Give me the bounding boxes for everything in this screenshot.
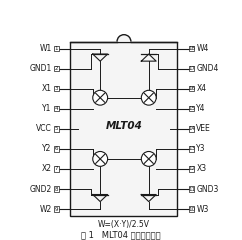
Bar <box>54 106 59 111</box>
Text: 7: 7 <box>54 167 58 171</box>
Bar <box>189 166 194 172</box>
Bar <box>54 206 59 212</box>
Bar <box>54 166 59 172</box>
Text: W1: W1 <box>39 44 52 53</box>
Text: W3: W3 <box>196 204 209 214</box>
Text: 16: 16 <box>188 86 195 91</box>
Bar <box>189 86 194 91</box>
Text: W2: W2 <box>39 204 52 214</box>
Bar <box>189 146 194 152</box>
Bar <box>54 186 59 192</box>
Text: GND4: GND4 <box>196 64 219 73</box>
Text: W4: W4 <box>196 44 209 53</box>
Text: 18: 18 <box>188 46 195 51</box>
Text: 5: 5 <box>54 126 58 131</box>
Text: GND1: GND1 <box>29 64 52 73</box>
Bar <box>54 146 59 152</box>
Text: 11: 11 <box>188 186 195 192</box>
Bar <box>189 66 194 71</box>
Text: 12: 12 <box>188 167 195 171</box>
Bar <box>189 126 194 132</box>
Text: GND3: GND3 <box>196 185 219 193</box>
Text: X2: X2 <box>42 164 52 174</box>
Bar <box>189 206 194 212</box>
Text: 1: 1 <box>54 46 58 51</box>
Text: 9: 9 <box>54 207 58 212</box>
Text: 2: 2 <box>54 66 58 71</box>
Text: X1: X1 <box>42 84 52 93</box>
Text: Y4: Y4 <box>196 104 206 113</box>
Text: 3: 3 <box>54 86 58 91</box>
Bar <box>54 46 59 51</box>
Text: GND2: GND2 <box>29 185 52 193</box>
Bar <box>54 126 59 132</box>
Bar <box>54 86 59 91</box>
Text: 4: 4 <box>54 106 58 111</box>
Circle shape <box>93 151 108 166</box>
Bar <box>189 106 194 111</box>
Circle shape <box>141 151 156 166</box>
Text: VCC: VCC <box>36 124 52 133</box>
Bar <box>54 66 59 71</box>
Text: 8: 8 <box>54 186 58 192</box>
Bar <box>189 46 194 51</box>
Text: W=(X·Y)/2.5V: W=(X·Y)/2.5V <box>98 220 150 229</box>
Bar <box>70 42 177 216</box>
Bar <box>189 186 194 192</box>
Text: 6: 6 <box>54 146 58 151</box>
Text: 10: 10 <box>188 207 195 212</box>
Text: VEE: VEE <box>196 124 211 133</box>
Text: MLT04: MLT04 <box>106 121 142 131</box>
Wedge shape <box>117 35 131 42</box>
Circle shape <box>141 90 156 105</box>
Text: 15: 15 <box>188 106 195 111</box>
Text: 图 1   MLT04 整体功能框图: 图 1 MLT04 整体功能框图 <box>81 230 161 239</box>
Circle shape <box>93 90 108 105</box>
Text: 14: 14 <box>188 126 195 131</box>
Text: X4: X4 <box>196 84 206 93</box>
Text: X3: X3 <box>196 164 206 174</box>
Text: Y2: Y2 <box>42 144 52 153</box>
Text: 13: 13 <box>188 146 195 151</box>
Text: Y3: Y3 <box>196 144 206 153</box>
Text: Y1: Y1 <box>42 104 52 113</box>
Text: 17: 17 <box>188 66 195 71</box>
